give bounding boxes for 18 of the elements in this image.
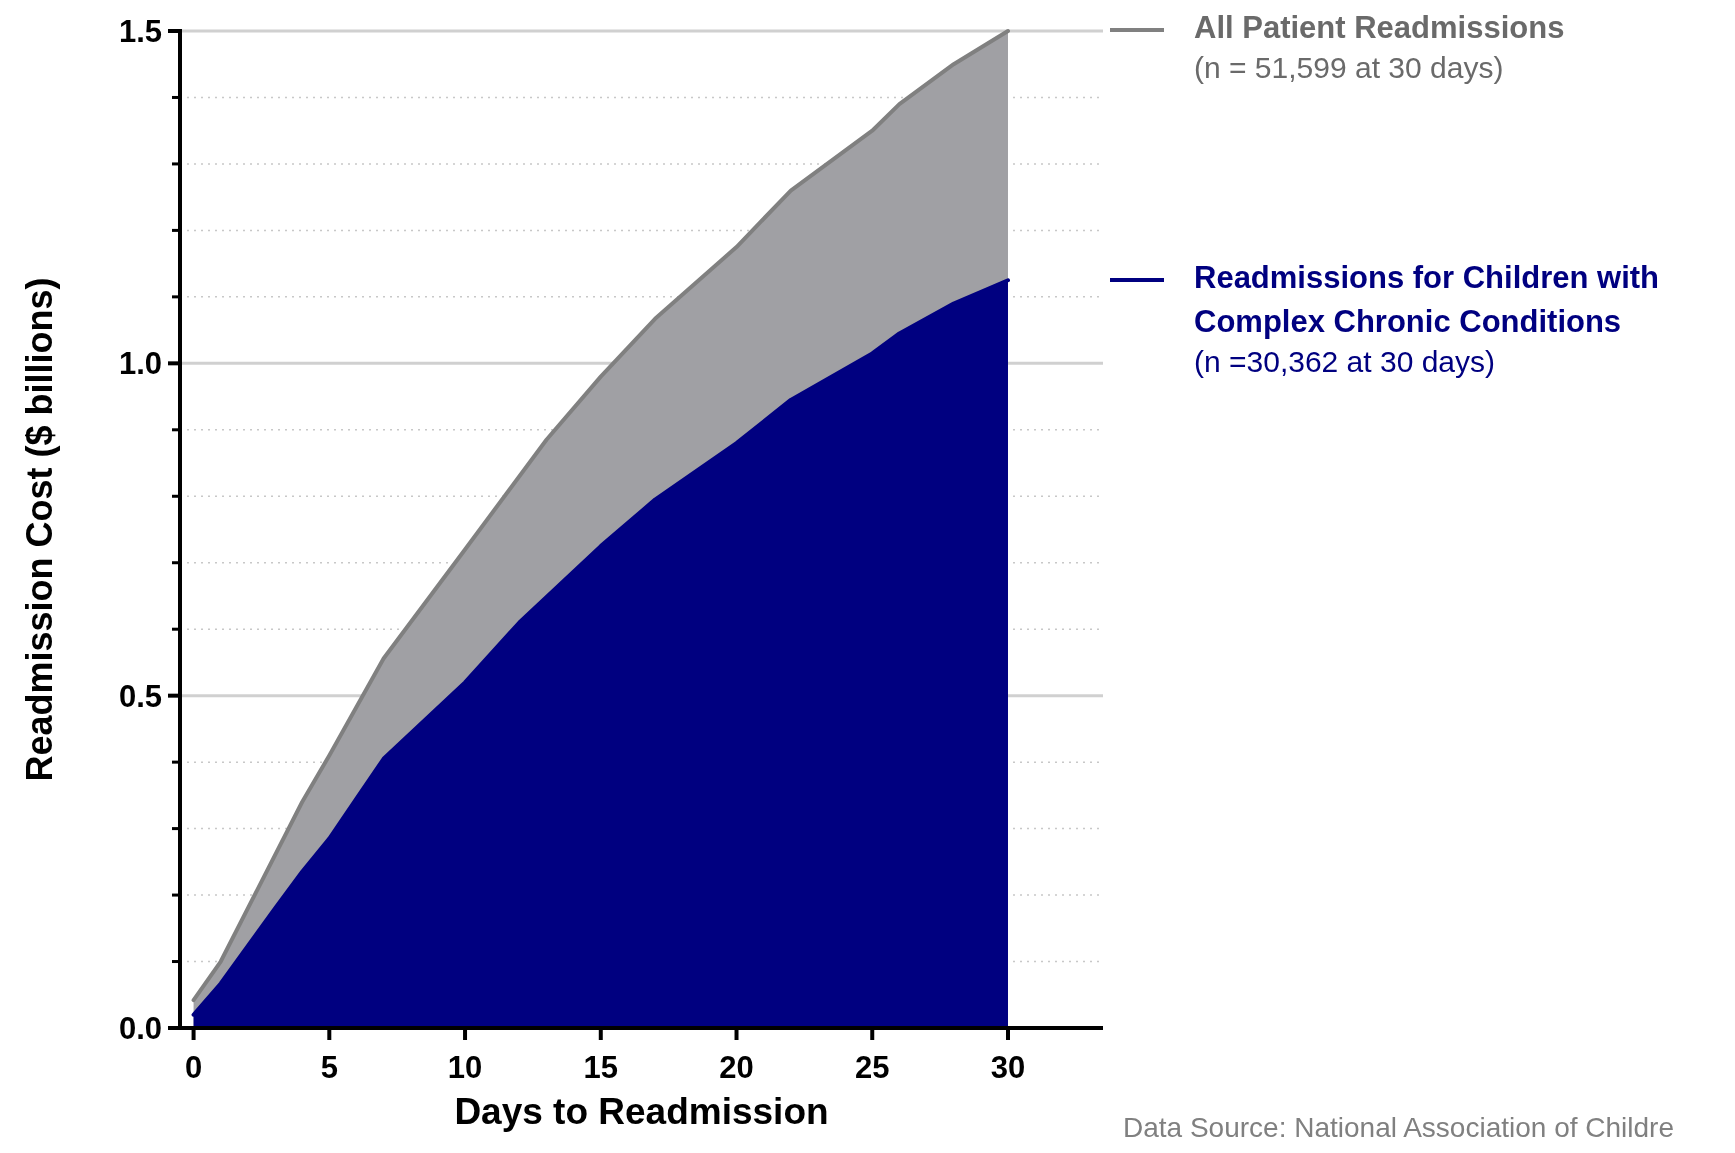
x-tick-label: 30 <box>990 1050 1026 1085</box>
source-note: Data Source: National Association of Childre <box>1123 1112 1674 1143</box>
x-tick-label: 15 <box>583 1050 619 1085</box>
x-tick-label: 25 <box>855 1050 890 1085</box>
text: (n =30,362 at 30 days) <box>1194 345 1496 378</box>
y-tick-label: 0.5 <box>118 678 162 714</box>
x-tick-label: 10 <box>447 1050 483 1085</box>
x-tick-label: 0 <box>184 1050 203 1085</box>
text: (n = 51,599 at 30 days) <box>1194 51 1504 84</box>
legend-label: All Patient Readmissions <box>1194 10 1565 45</box>
y-tick-label: 1.0 <box>118 346 162 382</box>
y-tick-label: 0.0 <box>118 1010 162 1046</box>
y-tick-label: 1.5 <box>118 13 162 49</box>
x-axis-title: Days to Readmission <box>454 1091 829 1132</box>
x-tick-label: 5 <box>320 1050 338 1085</box>
legend-label: Readmissions for Children with Complex Chronic Conditions <box>1194 260 1660 339</box>
y-axis-title: Readmission Cost ($ billions) <box>19 277 60 782</box>
x-tick-label: 20 <box>719 1050 754 1085</box>
